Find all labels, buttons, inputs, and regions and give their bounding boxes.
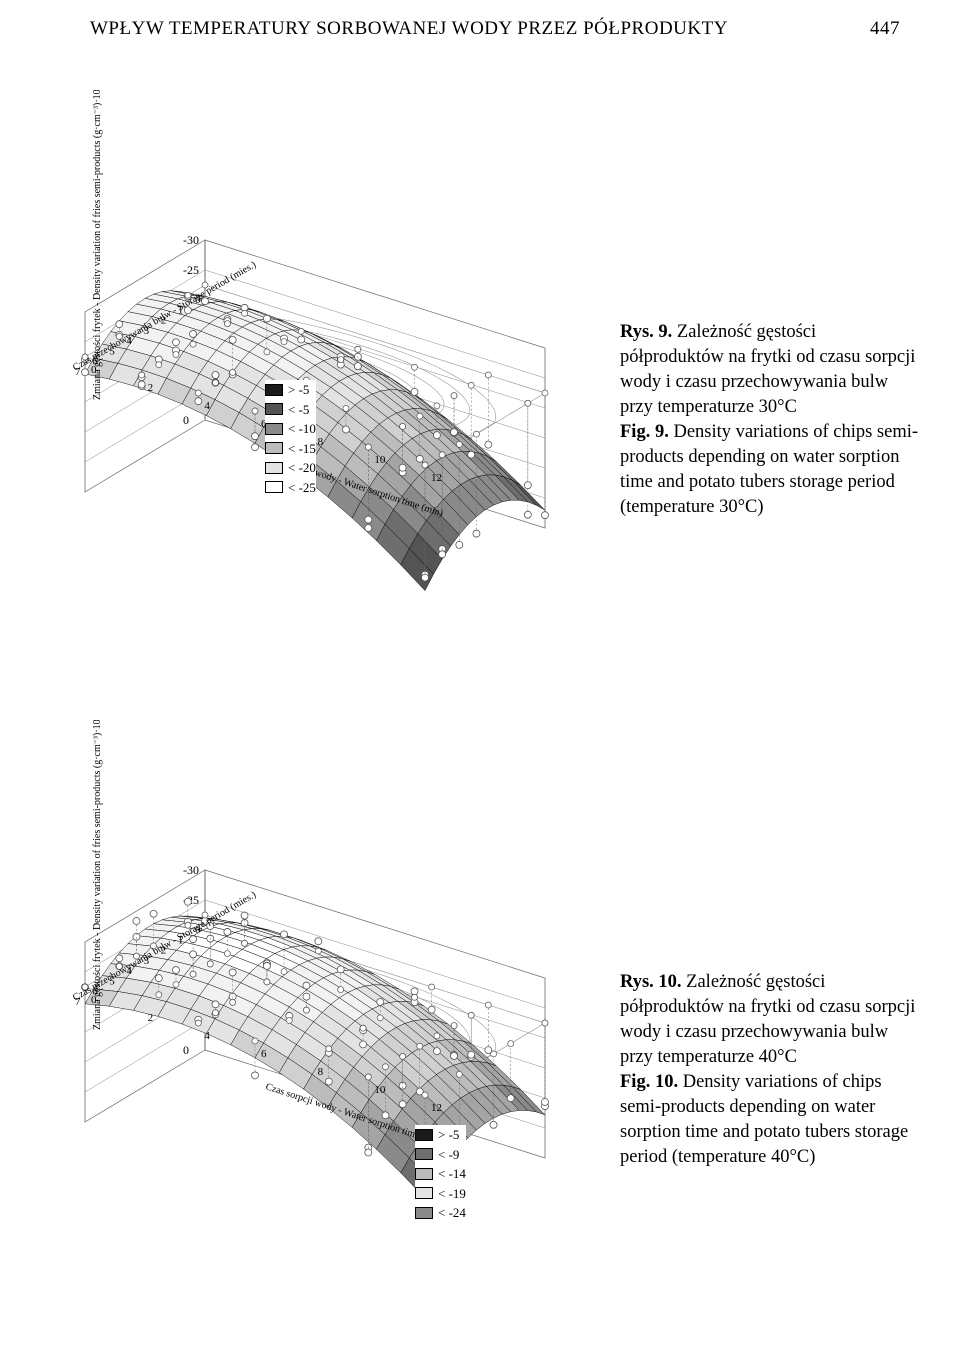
surface-svg-2: 0-5-10-15-20-25-3076543210121086420Zmian… — [60, 720, 600, 1260]
legend-row: < -14 — [415, 1164, 466, 1184]
svg-text:4: 4 — [204, 1030, 210, 1042]
surface-chart-2: 0-5-10-15-20-25-3076543210121086420Zmian… — [60, 720, 600, 1260]
legend-row: < -20 — [265, 458, 316, 478]
legend-label: < -10 — [288, 419, 316, 439]
legend-row: > -5 — [265, 380, 316, 400]
legend-label: < -20 — [288, 458, 316, 478]
figure-10-caption: Rys. 10. Zależność gęstości półproduktów… — [620, 970, 920, 1170]
legend-swatch — [415, 1148, 433, 1160]
caption-pl-label: Rys. 10. — [620, 972, 682, 992]
legend-label: > -5 — [288, 380, 309, 400]
legend-swatch — [265, 403, 283, 415]
caption-en-label: Fig. 9. — [620, 422, 669, 442]
svg-text:0: 0 — [183, 413, 189, 427]
svg-text:6: 6 — [261, 1048, 267, 1060]
legend-row: < -25 — [265, 478, 316, 498]
legend-swatch — [415, 1129, 433, 1141]
page-number: 447 — [870, 18, 900, 40]
legend-swatch — [265, 442, 283, 454]
legend-label: < -15 — [288, 439, 316, 459]
legend-label: < -25 — [288, 478, 316, 498]
legend-label: < -19 — [438, 1184, 466, 1204]
svg-text:10: 10 — [374, 454, 386, 466]
legend-row: < -19 — [415, 1184, 466, 1204]
svg-text:4: 4 — [204, 400, 210, 412]
svg-text:12: 12 — [431, 472, 442, 484]
legend-swatch — [265, 384, 283, 396]
svg-text:2: 2 — [148, 1012, 154, 1024]
legend-label: < -24 — [438, 1203, 466, 1223]
legend-row: < -10 — [265, 419, 316, 439]
page-header: WPŁYW TEMPERATURY SORBOWANEJ WODY PRZEZ … — [90, 18, 900, 40]
legend-row: < -15 — [265, 439, 316, 459]
legend-2: > -5< -9< -14< -19< -24 — [415, 1125, 466, 1223]
surface-svg-1: 0-5-10-15-20-25-3076543210121086420Zmian… — [60, 90, 600, 630]
legend-swatch — [415, 1207, 433, 1219]
svg-text:8: 8 — [318, 1066, 324, 1078]
caption-pl-label: Rys. 9. — [620, 322, 672, 342]
legend-row: > -5 — [415, 1125, 466, 1145]
legend-swatch — [415, 1187, 433, 1199]
figure-9: 0-5-10-15-20-25-3076543210121086420Zmian… — [0, 90, 960, 650]
svg-text:0: 0 — [183, 1043, 189, 1057]
legend-label: < -5 — [288, 400, 309, 420]
legend-label: < -9 — [438, 1145, 459, 1165]
legend-swatch — [265, 462, 283, 474]
legend-swatch — [415, 1168, 433, 1180]
svg-text:-30: -30 — [183, 863, 199, 877]
figure-9-caption: Rys. 9. Zależność gęstości półproduktów … — [620, 320, 920, 520]
legend-1: > -5< -5< -10< -15< -20< -25 — [265, 380, 316, 497]
surface-chart-1: 0-5-10-15-20-25-3076543210121086420Zmian… — [60, 90, 600, 630]
caption-en-label: Fig. 10. — [620, 1072, 678, 1092]
svg-text:10: 10 — [374, 1084, 386, 1096]
figure-10: 0-5-10-15-20-25-3076543210121086420Zmian… — [0, 720, 960, 1280]
svg-text:-30: -30 — [183, 233, 199, 247]
legend-label: < -14 — [438, 1164, 466, 1184]
header-title: WPŁYW TEMPERATURY SORBOWANEJ WODY PRZEZ … — [90, 18, 728, 40]
legend-row: < -5 — [265, 400, 316, 420]
svg-text:2: 2 — [148, 382, 154, 394]
svg-text:-25: -25 — [183, 263, 199, 277]
legend-swatch — [265, 481, 283, 493]
legend-row: < -9 — [415, 1145, 466, 1165]
legend-swatch — [265, 423, 283, 435]
svg-text:8: 8 — [318, 436, 324, 448]
legend-row: < -24 — [415, 1203, 466, 1223]
svg-text:12: 12 — [431, 1102, 442, 1114]
legend-label: > -5 — [438, 1125, 459, 1145]
